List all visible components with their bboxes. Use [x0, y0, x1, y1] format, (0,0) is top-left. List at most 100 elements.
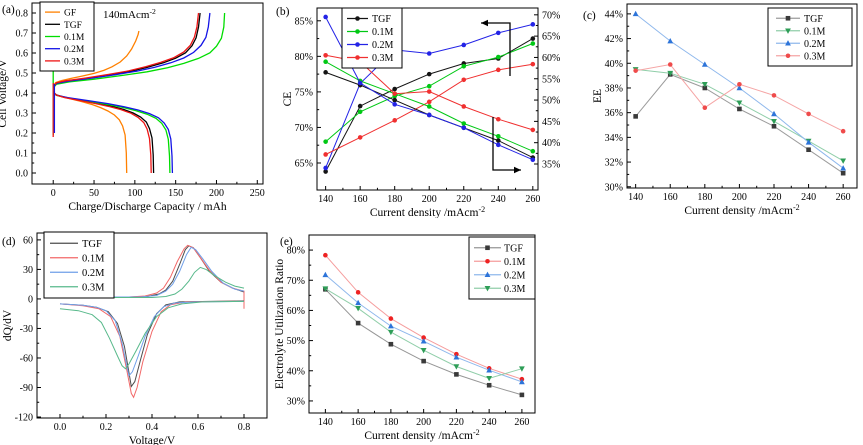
- legend-label: GF: [64, 9, 76, 19]
- marker-circle: [323, 70, 328, 75]
- x-tick-label: 160: [663, 192, 678, 203]
- series-0.3M-line: [325, 63, 533, 155]
- y-tick-label: -60: [20, 353, 33, 364]
- y-axis-label: dQ/dV: [2, 309, 14, 341]
- marker-circle: [667, 62, 673, 67]
- series-0.3M-line: [635, 63, 844, 132]
- marker-circle: [461, 63, 467, 69]
- x-tick-label: 0.6: [192, 422, 205, 433]
- marker-circle: [323, 252, 328, 258]
- marker-tri-down: [486, 376, 493, 382]
- x-tick-label: 220: [456, 194, 471, 205]
- legend-label: 0.2M: [804, 39, 826, 50]
- y-tick-label: -120: [15, 413, 33, 424]
- marker-square: [785, 15, 791, 21]
- series-GF-dis-line: [52, 90, 128, 174]
- panel-tag: (d): [2, 236, 16, 248]
- panel-b-chart: 140 160 180 200 220 240 260 65% 70% 75% 80% 85% 35% 4…: [276, 6, 568, 218]
- panel-tag: (b): [276, 6, 290, 18]
- y-tick-label: 80%: [287, 246, 305, 257]
- marker-circle: [737, 81, 742, 87]
- series-GF-line: [52, 30, 140, 87]
- x-tick-label: 50: [89, 188, 99, 199]
- panel-tag: (e): [280, 236, 293, 248]
- axis-arrow: [492, 117, 521, 171]
- marker-square: [806, 147, 811, 153]
- x-tick-label: 220: [766, 192, 781, 203]
- panel-a-chart: 0 50 100 150 200 250 0.0 0.1 0.2 0.3 0.4 0.5 0.6 0.7 0…: [0, 1, 265, 213]
- marker-circle: [530, 61, 536, 67]
- marker-circle: [485, 258, 490, 264]
- y-tick-label: 0.0: [16, 169, 29, 180]
- legend: TGF 0.1M 0.2M 0.3M: [468, 236, 536, 300]
- marker-circle: [530, 36, 536, 41]
- x-tick-label: 0.8: [238, 422, 251, 433]
- y-axis-label: EE: [592, 89, 604, 103]
- marker-circle: [355, 29, 360, 34]
- x-tick-label: 260: [525, 194, 540, 205]
- marker-circle: [702, 105, 708, 111]
- right-y-tick-label: 55%: [542, 74, 560, 85]
- panel-d-chart: 0.0 0.2 0.4 0.6 0.8 -120 -90 -60 -30 0 30 60 TGF 0.1M…: [2, 231, 268, 445]
- marker-circle: [392, 118, 397, 123]
- marker-tri-up: [771, 110, 777, 117]
- marker-circle: [633, 68, 638, 73]
- marker-circle: [530, 157, 536, 163]
- y-tick-label: 0.6: [16, 49, 29, 60]
- right-y-tick-label: 65%: [542, 32, 560, 43]
- marker-tri-down: [420, 347, 427, 354]
- x-tick-label: 200: [422, 194, 437, 205]
- marker-circle: [461, 104, 467, 109]
- y-tick-label: 0.1: [16, 149, 29, 160]
- marker-tri-down: [355, 306, 362, 312]
- marker-circle: [495, 116, 501, 122]
- marker-square: [486, 382, 492, 388]
- y-tick-label: 0.8: [16, 9, 29, 20]
- marker-tri-up: [420, 338, 427, 344]
- marker-circle: [323, 139, 328, 144]
- marker-circle: [392, 102, 397, 107]
- x-tick-label: 200: [416, 417, 431, 428]
- marker-tri-down: [453, 364, 460, 370]
- x-tick-label: 0.0: [54, 422, 67, 433]
- panel-tag: (a): [2, 4, 15, 16]
- legend-label: TGF: [82, 239, 102, 250]
- marker-circle: [530, 22, 536, 27]
- marker-circle: [355, 42, 360, 47]
- legend-label: 0.2M: [82, 268, 105, 279]
- marker-square: [737, 106, 742, 112]
- marker-circle: [495, 138, 501, 143]
- legend-label: 0.3M: [804, 51, 826, 62]
- marker-circle: [355, 55, 360, 60]
- legend: GF TGF 0.1M 0.2M 0.3M: [39, 1, 95, 72]
- marker-circle: [426, 71, 432, 77]
- x-axis-label: Current density /mAcm-2: [370, 205, 485, 218]
- x-tick-label: 0.2: [100, 422, 113, 433]
- marker-tri-up: [387, 323, 394, 329]
- y-tick-label: 40%: [287, 366, 305, 377]
- series-0.3M-red-line: [59, 300, 245, 370]
- y-tick-label: 30%: [287, 396, 305, 407]
- x-tick-label: 180: [697, 192, 712, 203]
- marker-circle: [323, 165, 328, 171]
- panel-a: 0 50 100 150 200 250 0.0 0.1 0.2 0.3 0.4 0.5 0.6 0.7 0…: [0, 0, 268, 218]
- y-tick-label: 0.2: [16, 129, 29, 140]
- legend-label: TGF: [372, 14, 391, 25]
- marker-circle: [357, 109, 363, 115]
- marker-square: [454, 372, 459, 377]
- marker-tri-up: [701, 61, 708, 67]
- panel-c: 140 160 180 200 220 240 260 30% 32% 34% 36% 38% 40% 4…: [568, 0, 863, 218]
- marker-tri-down: [322, 286, 329, 292]
- x-tick-label: 160: [353, 194, 368, 205]
- marker-circle: [461, 77, 467, 83]
- x-tick-label: 240: [801, 192, 816, 203]
- axis-arrowhead: [481, 19, 488, 27]
- marker-tri-down: [840, 158, 847, 164]
- marker-circle: [426, 89, 432, 94]
- marker-tri-up: [355, 299, 362, 306]
- y-tick-label: 70%: [287, 276, 305, 287]
- marker-tri-up: [805, 139, 812, 145]
- marker-square: [421, 358, 426, 364]
- marker-circle: [495, 142, 501, 148]
